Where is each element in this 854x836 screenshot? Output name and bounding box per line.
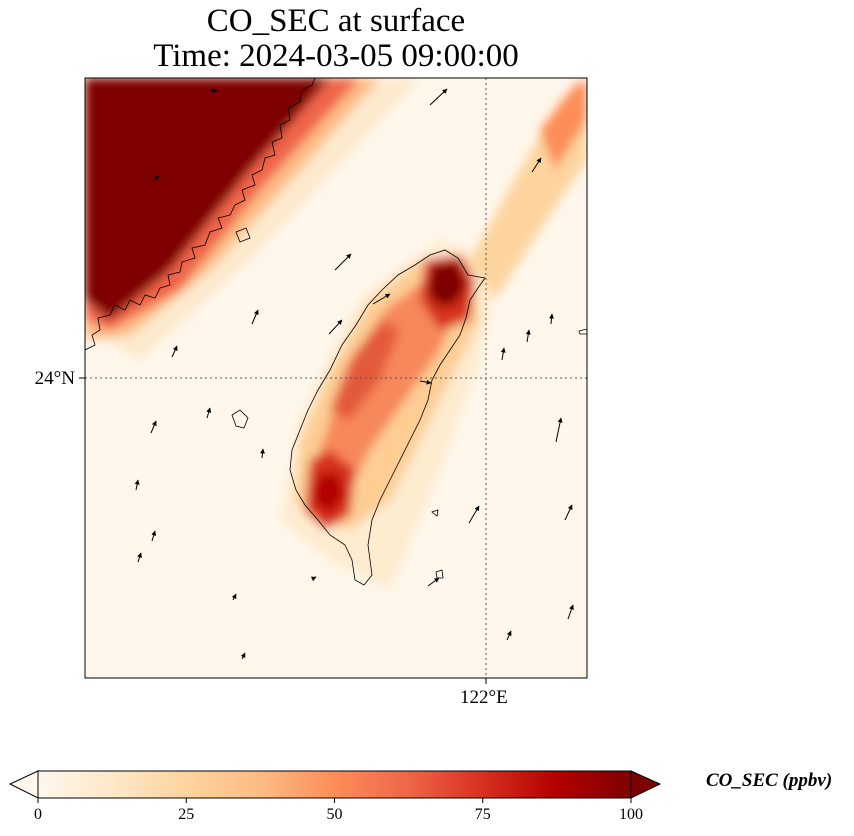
- wind-arrow: [500, 347, 506, 361]
- wind-arrow: [310, 576, 317, 582]
- wind-arrow: [334, 253, 352, 271]
- colorbar-extend-low: [8, 770, 39, 799]
- colorbar-tick-label: 100: [619, 806, 643, 823]
- wind-arrow: [152, 175, 160, 182]
- wind-arrow: [328, 319, 343, 335]
- colorbar: [8, 770, 662, 803]
- map-title: CO_SEC at surface Time: 2024-03-05 09:00…: [85, 4, 587, 74]
- map-panel: [79, 77, 588, 684]
- wind-arrow: [419, 379, 432, 385]
- wind-arrow: [137, 552, 142, 563]
- wind-arrow: [208, 87, 218, 93]
- wind-arrow: [171, 345, 178, 358]
- offshore-island-north: [235, 227, 251, 243]
- offshore-island-ludao: [435, 569, 444, 579]
- wind-arrow: [531, 157, 542, 173]
- plume-taiwan-mid: [310, 280, 460, 500]
- plume-kaohsiung-core: [312, 472, 345, 515]
- wind-arrow: [206, 407, 212, 419]
- wind-arrow: [567, 604, 574, 620]
- colorbar-label: CO_SEC (ppbv): [706, 770, 833, 791]
- taiwan-coastline: [289, 249, 486, 586]
- wind-arrow: [525, 329, 531, 343]
- colorbar-tick-label: 25: [178, 806, 195, 823]
- plume-taiwan-west: [330, 320, 400, 420]
- wind-arrow: [506, 630, 512, 641]
- concentration-field: [85, 78, 587, 590]
- title-time: Time: 2024-03-05 09:00:00: [153, 38, 519, 74]
- wind-arrow: [251, 309, 259, 325]
- wind-arrow: [372, 293, 391, 305]
- plume-nw-core: [85, 78, 330, 320]
- wind-arrow: [134, 479, 140, 491]
- colorbar-tick-marks: [37, 798, 632, 803]
- wind-arrow: [549, 313, 555, 325]
- wind-arrow: [151, 530, 157, 542]
- wind-arrow: [260, 448, 265, 459]
- wind-arrow: [427, 577, 440, 587]
- wind-arrow: [240, 652, 246, 660]
- wind-arrow: [564, 504, 573, 521]
- wind-arrow: [150, 420, 157, 434]
- lat-gridline-label: 24°N: [34, 368, 75, 389]
- wind-arrow: [555, 417, 563, 443]
- lon-gridline-label: 122°E: [460, 687, 508, 708]
- offshore-island-yonaguni: [578, 328, 587, 335]
- colorbar-gradient: [37, 770, 632, 799]
- wind-arrow: [231, 593, 237, 601]
- wind-vectors: [134, 87, 574, 660]
- offshore-island-penghu: [231, 409, 249, 429]
- coastlines: [85, 78, 587, 586]
- wind-arrow: [429, 88, 448, 106]
- gridlines: [85, 78, 587, 678]
- title-variable: CO_SEC at surface: [206, 3, 466, 39]
- mainland-coastline: [85, 78, 316, 351]
- colorbar-extend-high: [630, 770, 662, 799]
- colorbar-tick-label: 0: [34, 806, 42, 823]
- plume-taipei-core: [428, 262, 466, 305]
- colorbar-tick-label: 75: [474, 806, 491, 823]
- plume-ne-band-core: [540, 80, 587, 170]
- wind-arrow: [468, 505, 480, 524]
- offshore-island-east: [431, 509, 439, 517]
- colorbar-tick-label: 50: [326, 806, 343, 823]
